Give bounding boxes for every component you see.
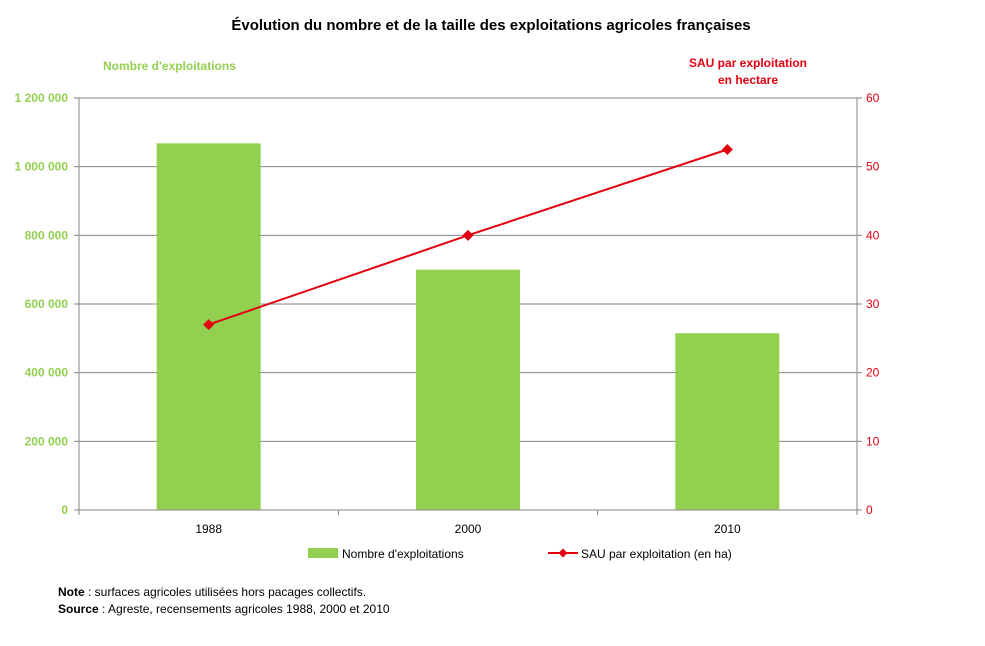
legend: Nombre d'exploitations SAU par exploitat…	[308, 547, 732, 561]
sau-marker-2000	[462, 229, 474, 241]
footnotes: Note : surfaces agricoles utilisées hors…	[58, 584, 390, 618]
right-axis-title-line2: en hectare	[718, 73, 778, 87]
note-line: Note : surfaces agricoles utilisées hors…	[58, 584, 390, 601]
left-tick-label: 200 000	[25, 434, 69, 448]
x-axis-labels: 1988 2000 2010	[195, 522, 741, 536]
left-tick-label: 0	[61, 503, 68, 517]
right-tick-label: 10	[866, 434, 880, 448]
legend-line-label: SAU par exploitation (en ha)	[581, 547, 732, 561]
sau-marker-1988	[203, 319, 215, 331]
right-tick-label: 40	[866, 228, 880, 242]
right-axis-title-line1: SAU par exploitation	[689, 56, 807, 70]
source-text: : Agreste, recensements agricoles 1988, …	[98, 602, 390, 616]
right-tick-label: 50	[866, 160, 880, 174]
left-axis-ticks: 0 200 000 400 000 600 000 800 000 1 000 000 1 …	[15, 91, 69, 517]
x-tick-label: 2010	[714, 522, 741, 536]
right-tick-label: 0	[866, 503, 873, 517]
legend-bar-label: Nombre d'exploitations	[342, 547, 464, 561]
right-axis-ticks: 0 10 20 30 40 50 60	[866, 91, 880, 517]
sau-marker-2010	[721, 144, 733, 155]
left-tick-label: 1 200 000	[15, 91, 69, 105]
bar-series	[156, 143, 780, 510]
left-tick-label: 800 000	[25, 228, 69, 242]
chart-title: Évolution du nombre et de la taille des …	[231, 17, 750, 34]
right-tick-label: 60	[866, 91, 880, 105]
legend-line-marker	[558, 548, 568, 558]
line-series	[203, 144, 733, 331]
axes	[78, 98, 858, 515]
x-tick-label: 2000	[455, 522, 482, 536]
left-tick-label: 600 000	[25, 297, 69, 311]
source-line: Source : Agreste, recensements agricoles…	[58, 601, 390, 618]
left-axis-title: Nombre d'exploitations	[103, 59, 236, 73]
left-tick-label: 1 000 000	[15, 160, 69, 174]
right-tick-label: 20	[866, 366, 880, 380]
note-label: Note	[58, 585, 85, 599]
right-tick-label: 30	[866, 297, 880, 311]
chart: Évolution du nombre et de la taille des …	[15, 17, 880, 561]
bar-2000	[416, 269, 520, 510]
legend-bar-swatch	[308, 548, 338, 558]
note-text: : surfaces agricoles utilisées hors paca…	[84, 585, 367, 599]
source-label: Source	[58, 602, 99, 616]
bar-2010	[675, 333, 780, 510]
x-tick-label: 1988	[195, 522, 222, 536]
left-tick-label: 400 000	[25, 366, 69, 380]
